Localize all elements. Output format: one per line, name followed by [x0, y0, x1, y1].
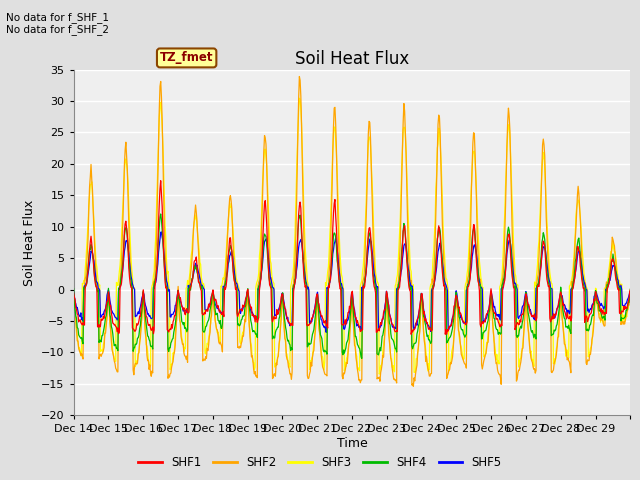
- Text: TZ_fmet: TZ_fmet: [160, 51, 213, 64]
- X-axis label: Time: Time: [337, 437, 367, 450]
- Text: No data for f_SHF_1: No data for f_SHF_1: [6, 12, 109, 23]
- Legend: SHF1, SHF2, SHF3, SHF4, SHF5: SHF1, SHF2, SHF3, SHF4, SHF5: [134, 452, 506, 474]
- Title: Soil Heat Flux: Soil Heat Flux: [295, 50, 409, 68]
- Y-axis label: Soil Heat Flux: Soil Heat Flux: [22, 199, 35, 286]
- Text: No data for f_SHF_2: No data for f_SHF_2: [6, 24, 109, 35]
